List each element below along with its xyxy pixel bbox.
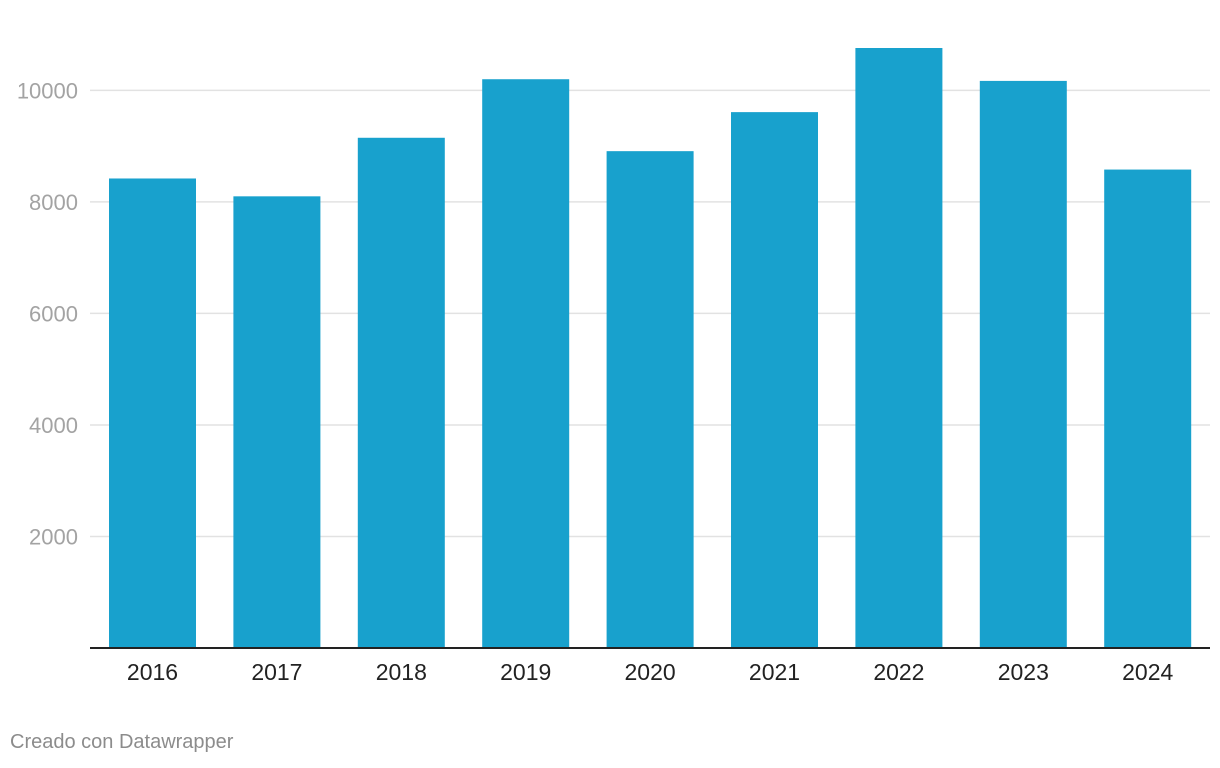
x-tick-label: 2017 (251, 659, 302, 685)
x-axis-ticks: 2016 2017 2018 2019 2020 2021 2022 2023 2024 (127, 659, 1174, 685)
bar-2017 (233, 196, 321, 648)
bar-2016 (109, 178, 196, 648)
y-axis-ticks: 2000 4000 6000 8000 10000 (17, 78, 78, 549)
x-tick-label: 2016 (127, 659, 178, 685)
y-tick-label: 10000 (17, 78, 78, 103)
bars (109, 48, 1192, 649)
x-tick-label: 2023 (998, 659, 1049, 685)
bar-2020 (606, 151, 694, 648)
x-tick-label: 2020 (625, 659, 676, 685)
bar-2018 (357, 137, 445, 648)
datawrapper-credit: Creado con Datawrapper (10, 731, 234, 753)
bar-2021 (731, 112, 818, 648)
x-tick-label: 2024 (1122, 659, 1173, 685)
x-tick-label: 2019 (500, 659, 551, 685)
x-tick-label: 2022 (873, 659, 924, 685)
y-tick-label: 4000 (29, 413, 78, 438)
x-tick-label: 2018 (376, 659, 427, 685)
y-tick-label: 6000 (29, 301, 78, 326)
y-tick-label: 2000 (29, 524, 78, 549)
x-tick-label: 2021 (749, 659, 800, 685)
bar-2022 (855, 48, 943, 648)
bar-2019 (482, 79, 570, 649)
bar-2023 (979, 80, 1067, 648)
bar-2024 (1104, 169, 1192, 648)
y-tick-label: 8000 (29, 190, 78, 215)
